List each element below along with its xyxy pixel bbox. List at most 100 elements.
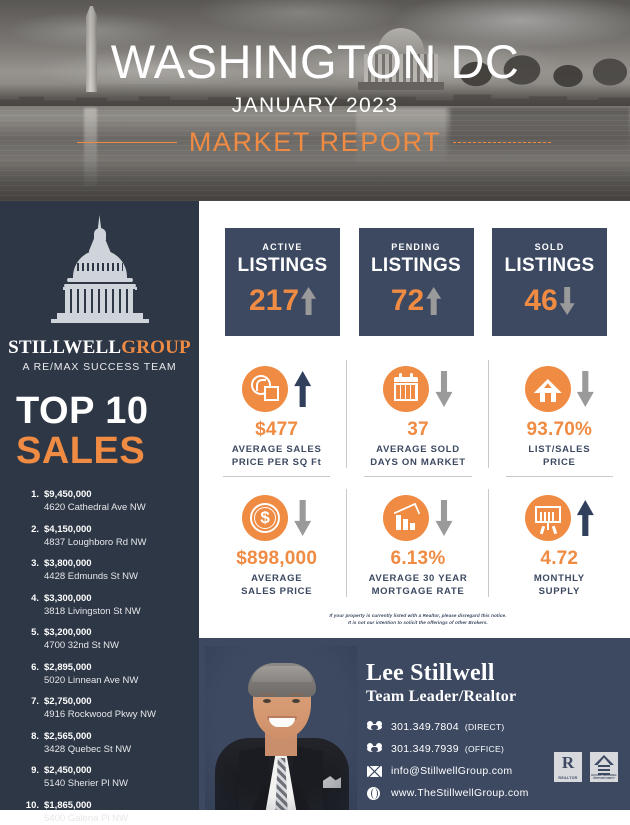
photo-vignette [205,646,357,810]
sale-price: $3,200,000 [44,627,92,638]
rule-right [453,142,554,143]
contact-row-direct-phone[interactable]: 301.349.7804 (DIRECT) [366,720,630,734]
metric-label-line1: LIST/SALES [528,444,591,455]
dc-skyline-photo [0,0,630,201]
metric-label-line2: SUPPLY [538,585,580,597]
card-value: 72 [390,284,425,317]
phone-office-value[interactable]: 301.349.7939 [391,743,459,755]
sale-rank: 9. [31,765,39,776]
sale-rank: 5. [31,627,39,638]
sale-rank: 6. [31,661,39,673]
list-item: 7. $2,750,000 4916 Rockwood Pkwy NW [22,696,199,721]
contact-list: 301.349.7804 (DIRECT) 301.349.7939 (OFFI… [366,720,630,800]
list-item: 1. $9,450,000 4620 Cathedral Ave NW [22,489,199,514]
capitol-spire [97,215,102,231]
coin-house-icon [242,366,289,412]
arrow-up-icon [301,287,317,315]
brand-word-stillwell: STILLWELL [8,337,122,358]
card-kicker: ACTIVE [262,242,303,252]
phone-direct-value[interactable]: 301.349.7804 [391,721,459,733]
photo-overlay [0,0,630,201]
left-sidebar: STILLWELLGROUP A RE/MAX SUCCESS TEAM TOP… [0,201,199,824]
metric-icon-row [524,364,594,414]
metric-label-line1: MONTHLY [533,573,585,584]
arrow-down-icon [435,371,453,407]
top-sales-heading-line1: TOP 10 [16,390,149,432]
equal-housing-caption-line2: OPPORTUNITY [593,776,615,781]
memorial-base [358,82,444,90]
disclaimer-line2: It is not our intention to solicit the o… [348,620,488,626]
website-value[interactable]: www.TheStillwellGroup.com [391,787,529,799]
sale-rank: 2. [31,523,39,535]
equal-housing-roof-icon [594,755,614,765]
market-metrics-grid: $477 AVERAGE SALES PRICE PER SQ Ft 37 AV… [206,352,630,610]
house-icon [524,366,571,412]
agent-footer: Lee Stillwell Team Leader/Realtor 301.34… [199,638,630,810]
sale-price: $2,450,000 [44,765,92,776]
calendar-icon [383,366,430,412]
sale-rank: 7. [31,696,39,707]
sale-address: 3818 Livingston St NW [44,605,141,617]
metric-label-line1: AVERAGE SALES [231,444,322,455]
card-kicker: PENDING [391,242,441,252]
capitol-ring-lower [63,284,136,287]
sale-rank: 3. [31,558,39,569]
card-title: LISTINGS [370,255,461,276]
capitol-ring-upper [66,278,133,282]
list-item: 5. $3,200,000 4700 32nd St NW [22,627,199,652]
top-sales-heading-line2: SALES [16,430,146,472]
agent-name: Lee Stillwell [366,660,495,686]
list-item: 4. $3,300,000 3818 Livingston St NW [22,593,199,618]
disclaimer-line1: If your property is currently listed wit… [329,613,507,618]
memorial-colonnade [364,54,438,84]
sale-address: 4916 Rockwood Pkwy NW [44,709,156,720]
list-item: 6. $2,895,000 5020 Linnean Ave NW [22,662,199,687]
metric-label: AVERAGE SALES PRICE PER SQ Ft [232,444,322,469]
avatar [205,646,357,810]
report-label: MARKET REPORT [188,127,442,157]
metric-label-line1: AVERAGE 30 YEAR [368,573,468,584]
report-label-row: MARKET REPORT [76,127,554,158]
hero-text-block: WASHINGTON DC JANUARY 2023 MARKET REPORT [0,0,630,201]
contact-row-office-phone[interactable]: 301.349.7939 (OFFICE) [366,742,630,756]
capitol-lantern [88,238,111,252]
capitol-dome-logo-icon [45,215,155,333]
card-value: 217 [248,284,300,317]
metric-average-30-year-mortgage-rate: 6.13% AVERAGE 30 YEAR MORTGAGE RATE [347,481,489,610]
hero-banner: WASHINGTON DC JANUARY 2023 MARKET REPORT [0,0,630,201]
capitol-base-upper [56,313,143,319]
dollar-coin-icon: $ [242,495,289,541]
metric-label: AVERAGE SALES PRICE [241,573,312,598]
metric-label-line2: PRICE [543,456,576,468]
globe-icon [366,786,383,800]
sale-address: 5020 Linnean Ave NW [44,674,139,686]
capitol-statue [93,228,106,240]
list-item: 8. $2,565,000 3428 Quebec St NW [22,731,199,756]
sale-price: $3,800,000 [44,558,92,569]
metric-icon-row [383,493,453,543]
list-item: 9. $2,450,000 5140 Sherier Pl NW [22,765,199,790]
capitol-columns [64,289,135,313]
contact-row-email[interactable]: info@StillwellGroup.com [366,764,630,778]
sale-address: 4837 Loughboro Rd NW [44,536,147,548]
sale-rank: 1. [31,489,39,500]
metric-label: LIST/SALES PRICE [528,444,590,469]
brand-tagline: A RE/MAX SUCCESS TEAM [22,361,177,373]
card-value-row: 46 [524,286,575,316]
mail-icon [366,764,383,778]
report-month: JANUARY 2023 [231,94,399,117]
stat-card-active-listings: ACTIVE LISTINGS 217 [225,228,340,336]
email-value[interactable]: info@StillwellGroup.com [391,765,513,777]
card-value-row: 72 [390,284,442,317]
metric-label: AVERAGE 30 YEAR MORTGAGE RATE [369,573,468,598]
equal-housing-caption: EQUAL HOUSING OPPORTUNITY [591,773,617,781]
capitol-dome-windows [76,263,123,271]
equal-housing-bars [598,765,610,775]
stat-card-pending-listings: PENDING LISTINGS 72 [358,228,474,336]
phone-icon [366,742,383,756]
bar-chart-icon [383,495,430,541]
metric-average-sales-price: $ $898,000 AVERAGE SALES PRICE [206,481,348,610]
water-ripples [0,106,630,201]
card-value-row: 217 [248,284,317,317]
contact-row-website[interactable]: www.TheStillwellGroup.com [366,786,630,800]
